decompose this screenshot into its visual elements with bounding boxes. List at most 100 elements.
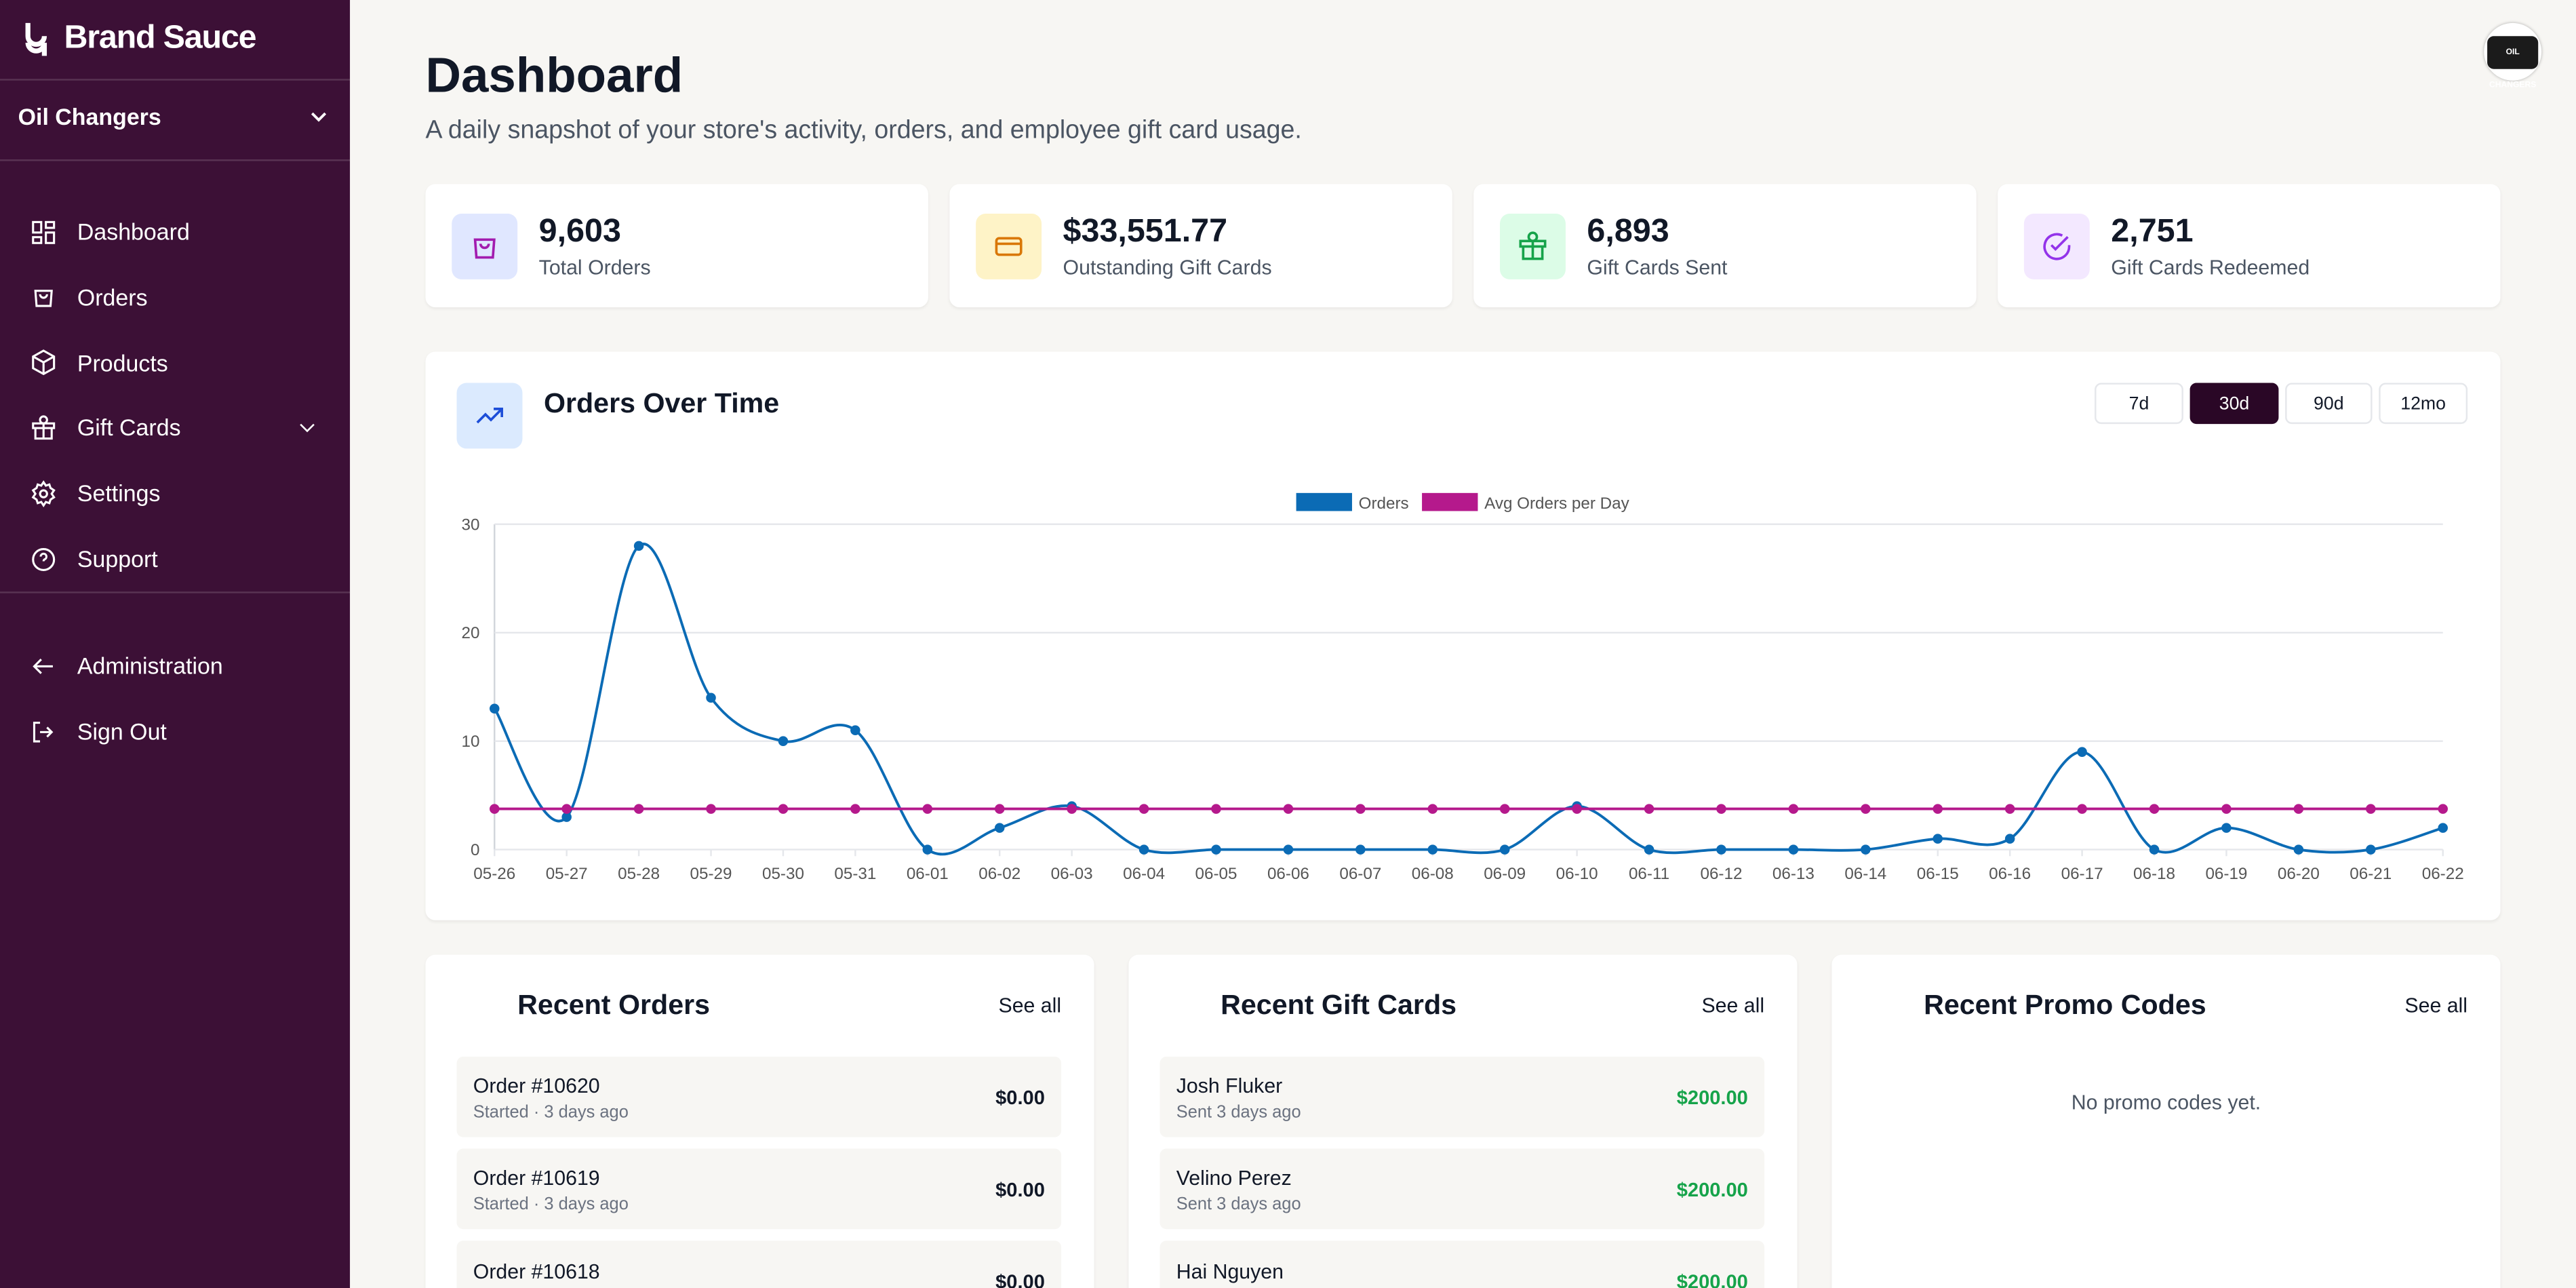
list-card: Recent Orders See all Order #10620 Started … (425, 954, 1094, 1288)
data-point (850, 725, 860, 735)
nav-item[interactable]: Sign Out (30, 715, 167, 747)
icon (1519, 231, 1547, 260)
range-button[interactable]: 7d (2095, 383, 2183, 425)
x-tick-label: 06-17 (2061, 865, 2103, 883)
data-point (1933, 804, 1943, 814)
list-item[interactable]: Hai Nguyen $200.00 (1160, 1241, 1765, 1288)
nav-item[interactable]: Products (30, 346, 168, 378)
avatar[interactable]: OIL CHANGERS (2484, 22, 2542, 90)
separator (0, 79, 351, 81)
y-tick-label: 30 (462, 515, 480, 534)
data-point (1427, 844, 1438, 855)
empty-state: No promo codes yet. (2071, 1091, 2261, 1114)
data-point (1211, 804, 1221, 814)
see-all-link[interactable]: See all (1701, 994, 1765, 1017)
stat-icon (2023, 213, 2090, 279)
item-amount: $200.00 (1676, 1086, 1748, 1110)
data-point (922, 844, 933, 855)
stat-card: 6,893 Gift Cards Sent (1473, 184, 1977, 308)
nav-label: Support (77, 545, 158, 572)
list-title: Recent Gift Cards (1221, 989, 1457, 1021)
data-point (1138, 844, 1149, 855)
chart-card: Orders Over Time 0 10 20 30 05-26 05-27 05-28 0… (425, 351, 2501, 920)
x-tick-label: 05-31 (834, 865, 876, 883)
item-amount: $0.00 (995, 1178, 1045, 1202)
store-select[interactable]: Oil Changers (18, 103, 161, 130)
y-tick-label: 10 (462, 733, 480, 751)
item-name: Josh Fluker (1176, 1074, 1283, 1098)
nav-icon (32, 415, 56, 440)
nav-item[interactable]: Support (30, 543, 158, 575)
data-point (1933, 834, 1943, 844)
series-line (493, 543, 2444, 856)
chevron (300, 424, 315, 433)
x-tick-label: 06-13 (1772, 865, 1815, 883)
avatar-logo: OIL CHANGERS (2487, 35, 2539, 90)
x-tick-label: 06-07 (1339, 865, 1381, 883)
see-all-link[interactable]: See all (998, 994, 1062, 1017)
data-point (1861, 804, 1871, 814)
stat-icon (452, 213, 518, 279)
data-point (2149, 844, 2160, 855)
nav-item[interactable]: Dashboard (30, 215, 190, 248)
y-tick-label: 0 (471, 841, 479, 859)
range-button[interactable]: 30d (2189, 383, 2279, 425)
nav-item[interactable]: Administration (30, 649, 223, 682)
stat-label: Gift Cards Sent (1587, 256, 1728, 279)
data-point (2438, 804, 2448, 814)
nav-icon (33, 720, 54, 742)
nav-item[interactable]: Gift Cards (30, 412, 315, 444)
nav-label: Dashboard (77, 218, 190, 245)
brand: Brand Sauce (64, 20, 256, 56)
x-tick-label: 06-10 (1556, 865, 1598, 883)
x-tick-label: 06-14 (1844, 865, 1886, 883)
data-point (2221, 804, 2232, 814)
nav-item[interactable]: Orders (30, 281, 148, 313)
see-all-link[interactable]: See all (2404, 994, 2468, 1017)
nav-label: Products (77, 349, 168, 376)
nav-icon (34, 290, 53, 308)
data-point (706, 804, 716, 814)
list-item[interactable]: Velino Perez Sent 3 days ago $200.00 (1160, 1148, 1765, 1230)
data-point (1788, 804, 1799, 814)
data-point (2077, 747, 2087, 757)
item-amount: $0.00 (995, 1086, 1045, 1110)
stat-card: 2,751 Gift Cards Redeemed (1998, 184, 2501, 308)
x-tick-label: 06-19 (2205, 865, 2247, 883)
nav-icon (32, 349, 56, 376)
item-sub: Sent 3 days ago (1176, 1194, 1301, 1215)
x-tick-label: 06-01 (907, 865, 949, 883)
range-button[interactable]: 12mo (2379, 383, 2468, 425)
legend-label: Orders (1359, 494, 1409, 513)
list-item[interactable]: Order #10618 $0.00 (456, 1241, 1062, 1288)
data-point (2366, 844, 2376, 855)
nav-item[interactable]: Settings (30, 477, 161, 509)
stat-value: 2,751 (2111, 213, 2194, 250)
data-point (994, 823, 1005, 833)
legend-label: Avg Orders per Day (1484, 494, 1629, 513)
x-tick-label: 06-06 (1267, 865, 1309, 883)
data-point (2077, 804, 2087, 814)
data-point (2438, 823, 2448, 833)
icon (995, 237, 1023, 256)
list-item[interactable]: Josh Fluker Sent 3 days ago $200.00 (1160, 1056, 1765, 1137)
legend-swatch (1422, 492, 1478, 511)
range-button[interactable]: 90d (2285, 383, 2373, 425)
item-sub: Started · 3 days ago (473, 1102, 629, 1123)
data-point (1716, 844, 1726, 855)
chart-icon (456, 383, 523, 449)
data-point (1716, 804, 1726, 814)
list-item[interactable]: Order #10620 Started · 3 days ago $0.00 (456, 1056, 1062, 1137)
item-name: Hai Nguyen (1176, 1260, 1284, 1284)
list-item[interactable]: Order #10619 Started · 3 days ago $0.00 (456, 1148, 1062, 1230)
data-point (1355, 844, 1366, 855)
x-tick-label: 06-16 (1989, 865, 2031, 883)
data-point (1499, 844, 1510, 855)
nav-icon (31, 480, 56, 507)
stat-label: Outstanding Gift Cards (1063, 256, 1272, 279)
nav-label: Gift Cards (77, 414, 181, 442)
nav-icon (33, 657, 53, 674)
data-point (561, 804, 572, 814)
stat-card: $33,551.77 Outstanding Gift Cards (949, 184, 1452, 308)
